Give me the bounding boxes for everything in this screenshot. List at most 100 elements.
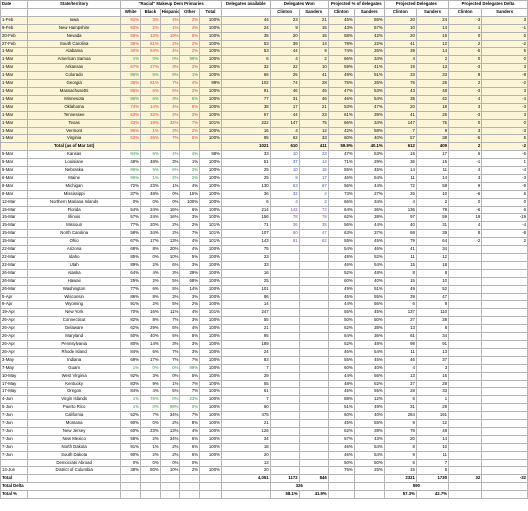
won-sanders[interactable] [298, 395, 329, 405]
state-cell[interactable]: New Mexico [26, 434, 122, 444]
delta-sanders[interactable]: -4 [481, 221, 528, 231]
date-cell[interactable]: 1-Mar [0, 94, 28, 104]
proj-delegates-clinton[interactable]: 6 [383, 300, 417, 310]
date-cell[interactable]: 4-Jun [0, 395, 28, 405]
other-pct[interactable]: 100% [179, 197, 201, 207]
total-pct[interactable]: 100% [199, 31, 222, 41]
other-pct[interactable]: 4% [179, 181, 201, 191]
delta-sanders[interactable]: 0 [481, 197, 528, 207]
proj-delegates-clinton[interactable]: 612 [383, 142, 417, 152]
won-clinton[interactable] [269, 379, 300, 389]
proj-pct-sanders[interactable]: 38% [353, 426, 385, 436]
black-pct[interactable]: 17% [140, 237, 161, 247]
proj-pct-clinton[interactable]: 48% [327, 253, 355, 262]
delta-sanders[interactable] [481, 426, 528, 436]
proj-pct-clinton[interactable]: 59% [327, 63, 355, 73]
proj-delegates-clinton[interactable]: 78 [383, 426, 417, 436]
total-pct[interactable]: 100% [199, 387, 222, 397]
black-pct[interactable]: 0% [140, 458, 161, 468]
hispanic-pct[interactable]: 4% [159, 150, 181, 160]
delegates-available[interactable]: 33 [220, 150, 271, 160]
proj-delegates-clinton[interactable]: 98 [383, 339, 417, 349]
date-cell[interactable]: 22-Mar [0, 253, 28, 262]
state-cell[interactable]: American Samoa [26, 55, 122, 65]
white-pct[interactable]: 93% [120, 23, 142, 33]
white-pct[interactable]: 67% [120, 63, 142, 73]
delegates-available[interactable]: 77 [220, 94, 271, 104]
date-cell[interactable]: 22-Mar [0, 260, 28, 270]
delta-sanders[interactable]: -8 [481, 71, 528, 81]
subcol-blank[interactable] [0, 7, 28, 17]
other-pct[interactable]: 2% [179, 39, 201, 49]
hispanic-pct[interactable]: 1% [159, 23, 181, 33]
won-clinton[interactable] [269, 324, 300, 334]
proj-pct-clinton[interactable]: 46% [327, 260, 355, 270]
won-clinton[interactable]: 44 [269, 110, 300, 120]
won-clinton[interactable] [269, 466, 300, 476]
delta-sanders[interactable] [481, 347, 528, 357]
won-sanders[interactable] [298, 276, 329, 286]
white-pct[interactable]: 43% [120, 118, 142, 128]
won-sanders[interactable]: 12 [298, 126, 329, 136]
state-cell[interactable]: Colorado [26, 71, 122, 81]
white-pct[interactable]: 84% [120, 150, 142, 160]
white-pct[interactable]: 86% [120, 166, 142, 175]
proj-pct-sanders[interactable]: 39% [353, 110, 385, 120]
hispanic-pct[interactable]: 0% [159, 55, 181, 65]
proj-delegates-sanders[interactable]: 191 [415, 411, 450, 421]
delta-clinton[interactable]: 1 [448, 23, 483, 33]
date-cell[interactable]: 17-May [0, 379, 28, 389]
black-pct[interactable]: 34% [140, 229, 161, 239]
proj-pct-clinton[interactable]: 48% [327, 379, 355, 389]
date-cell[interactable]: 15-Mar [0, 213, 28, 223]
delegates-available[interactable]: 20 [220, 450, 271, 460]
proj-pct-sanders[interactable]: 55% [353, 15, 385, 25]
proj-pct-sanders[interactable]: 29% [353, 158, 385, 168]
won-clinton[interactable]: 10 [269, 150, 300, 160]
delta-clinton[interactable] [448, 292, 483, 302]
delta-sanders[interactable] [481, 284, 528, 294]
delta-clinton[interactable]: 2 [448, 79, 483, 88]
white-pct[interactable]: 90% [120, 419, 142, 428]
delta-clinton[interactable]: 3 [448, 173, 483, 183]
state-cell[interactable]: Virginia [26, 134, 122, 144]
subcol-delta-clinton[interactable]: Clinton [448, 7, 483, 17]
date-cell[interactable]: 7-Jun [0, 442, 28, 452]
proj-pct-clinton[interactable]: 46% [327, 347, 355, 357]
total-pct[interactable]: 100% [199, 339, 222, 349]
white-pct[interactable]: 62% [120, 324, 142, 334]
state-cell[interactable]: Delaware [26, 324, 122, 334]
won-sanders[interactable] [298, 419, 329, 428]
col-state[interactable]: State/territory [26, 0, 122, 9]
delta-sanders[interactable] [481, 395, 528, 405]
proj-pct-clinton[interactable]: 61% [327, 110, 355, 120]
proj-pct-sanders[interactable]: 48% [353, 339, 385, 349]
other-pct[interactable]: 3% [179, 292, 201, 302]
state-cell[interactable]: North Carolina [26, 229, 122, 239]
black-pct[interactable]: 0% [140, 253, 161, 262]
proj-delegates-sanders[interactable]: 8 [415, 268, 450, 278]
proj-delegates-clinton[interactable]: 15 [383, 466, 417, 476]
won-sanders[interactable]: 4 [298, 189, 329, 199]
proj-delegates-clinton[interactable]: 61 [383, 332, 417, 341]
state-cell[interactable]: Oregon [26, 387, 122, 397]
won-clinton[interactable]: 39 [269, 39, 300, 49]
proj-delegates-sanders[interactable]: 14 [415, 47, 450, 57]
state-cell[interactable]: Virgin Islands [26, 395, 122, 405]
proj-pct-sanders[interactable]: 25% [353, 79, 385, 88]
won-sanders[interactable]: 46 [298, 94, 329, 104]
hispanic-pct[interactable]: 0% [159, 458, 181, 468]
proj-pct-clinton[interactable]: 45% [327, 419, 355, 428]
black-pct[interactable]: 0% [140, 403, 161, 413]
delta-sanders[interactable] [481, 450, 528, 460]
delta-clinton[interactable] [448, 426, 483, 436]
state-cell[interactable]: Oklahoma [26, 102, 122, 112]
delta-clinton[interactable]: 0 [448, 31, 483, 41]
black-pct[interactable]: 2% [140, 260, 161, 270]
subcol-proj-sanders[interactable]: Sanders [415, 7, 450, 17]
proj-pct-sanders[interactable]: 40% [353, 363, 385, 373]
hispanic-pct[interactable]: 3% [159, 292, 181, 302]
other-pct[interactable]: 2% [179, 126, 201, 136]
black-pct[interactable]: 24% [140, 213, 161, 223]
proj-delegates-clinton[interactable]: 27 [383, 316, 417, 326]
